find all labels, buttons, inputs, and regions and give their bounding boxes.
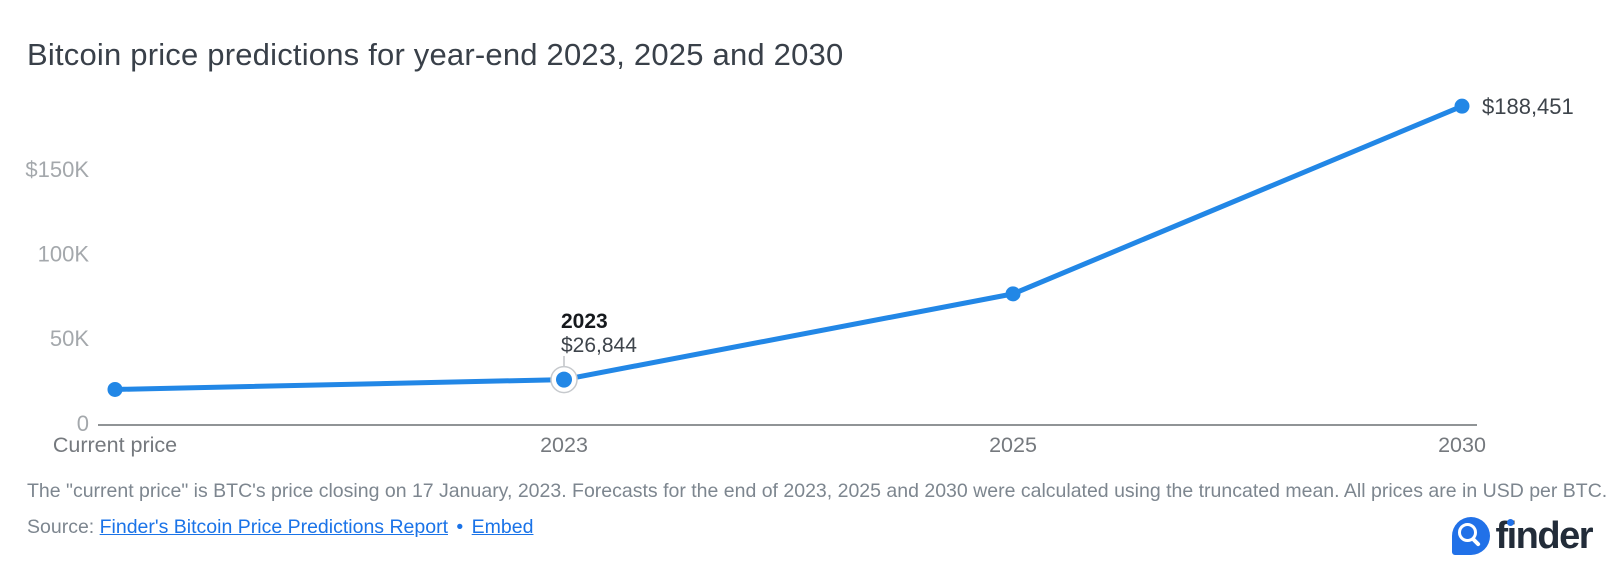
data-point-marker[interactable]	[1454, 98, 1470, 114]
data-point-marker[interactable]	[1005, 286, 1021, 302]
tooltip-year: 2023	[561, 310, 608, 333]
y-tick-label: 100K	[38, 242, 90, 267]
y-tick-label: 50K	[50, 326, 89, 351]
x-axis-label: 2023	[540, 433, 588, 457]
series-line	[112, 103, 1465, 392]
x-axis-label: Current price	[53, 433, 177, 457]
source-separator: •	[456, 516, 464, 538]
embed-link[interactable]: Embed	[471, 516, 534, 538]
end-value-label: $188,451	[1482, 94, 1574, 119]
source-report-link[interactable]: Finder's Bitcoin Price Predictions Repor…	[99, 516, 448, 538]
data-point-marker[interactable]	[107, 381, 123, 397]
magnifier-handle-icon	[1471, 537, 1482, 547]
magnifier-glass-icon	[1458, 523, 1478, 542]
y-tick-label: 0	[77, 411, 89, 436]
i-dot-icon	[1507, 519, 1515, 526]
price-prediction-chart: 0 50K 100K $150K Current price 2023 2025 2030 20…	[25, 94, 1574, 457]
finder-logo[interactable]: finder	[1452, 516, 1593, 556]
tooltip-value: $26,844	[561, 334, 637, 357]
finder-wordmark: finder	[1495, 517, 1593, 555]
footnote-text: The "current price" is BTC's price closi…	[27, 480, 1608, 502]
chart-title: Bitcoin price predictions for year-end 2…	[27, 37, 844, 72]
source-prefix: Source:	[27, 516, 95, 538]
data-point-marker[interactable]	[556, 371, 572, 388]
x-axis-label: 2025	[989, 433, 1037, 457]
y-tick-label: $150K	[25, 157, 89, 182]
finder-logo-icon	[1452, 517, 1491, 555]
source-line: Source: Finder's Bitcoin Price Predictio…	[27, 516, 533, 539]
x-axis-label: 2030	[1438, 433, 1486, 457]
